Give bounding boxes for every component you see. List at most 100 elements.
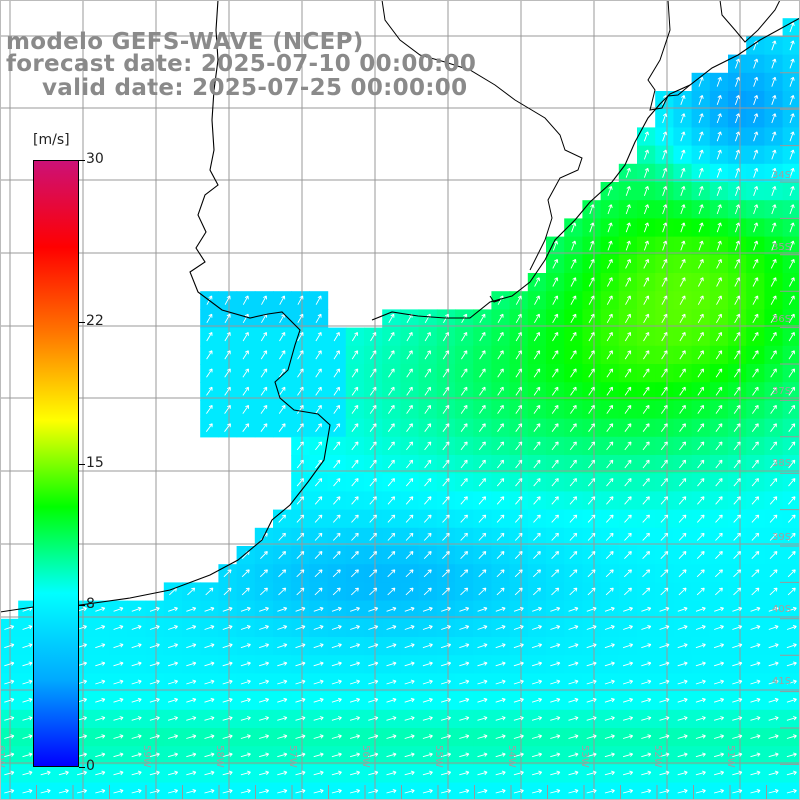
wind-arrow [734, 204, 741, 215]
wind-arrow [149, 661, 160, 667]
wind-arrow [422, 606, 433, 612]
wind-arrow [405, 478, 414, 487]
wind-arrow [224, 350, 231, 360]
wind-arrow [678, 587, 687, 596]
wind-arrow [680, 149, 686, 160]
wind-arrow [422, 679, 433, 685]
wind-arrow [550, 697, 561, 703]
wind-arrow [404, 643, 415, 649]
wind-arrow [587, 569, 596, 578]
wind-arrow [531, 752, 543, 758]
wind-arrow [350, 587, 359, 596]
wind-arrow [406, 404, 413, 414]
wind-arrow [278, 569, 287, 578]
wind-arrow [167, 661, 179, 667]
wind-arrow [606, 332, 613, 342]
wind-arrow [495, 788, 506, 794]
wind-arrow [296, 478, 304, 487]
wind-arrow [769, 551, 778, 560]
wind-arrow [206, 332, 213, 342]
wind-arrow [369, 404, 377, 414]
wind-arrow [660, 496, 669, 505]
wind-arrow [95, 788, 106, 794]
wind-arrow [697, 496, 705, 505]
wind-arrow [514, 569, 523, 578]
wind-arrow [588, 313, 595, 324]
wind-arrow [770, 295, 777, 305]
wind-arrow [313, 661, 324, 667]
wind-arrow [789, 186, 795, 196]
wind-arrow [459, 625, 470, 630]
wind-arrow [388, 332, 395, 342]
wind-arrow [440, 697, 452, 703]
wind-arrow [605, 551, 614, 560]
wind-arrow [533, 386, 541, 396]
wind-arrow [349, 752, 361, 758]
wind-arrow [715, 368, 723, 378]
wind-arrow [733, 423, 741, 432]
wind-arrow [277, 788, 288, 794]
wind-arrow [588, 368, 595, 378]
wind-arrow [149, 770, 160, 776]
wind-arrow [714, 587, 723, 596]
wind-arrow [497, 423, 504, 432]
wind-arrow [406, 350, 413, 360]
wind-arrow [789, 240, 795, 251]
wind-arrow [131, 606, 142, 612]
wind-arrow [588, 277, 595, 287]
wind-arrow [368, 679, 379, 685]
wind-arrow [277, 734, 288, 739]
wind-arrow [331, 788, 342, 794]
wind-arrow [551, 386, 559, 396]
wind-arrow [695, 606, 706, 612]
wind-arrow [440, 661, 452, 667]
wind-arrow [752, 332, 759, 342]
wind-arrow [770, 386, 777, 396]
wind-arrow [314, 569, 323, 578]
wind-arrow [715, 478, 723, 487]
wind-arrow [514, 532, 523, 541]
wind-arrow [278, 423, 286, 432]
wind-arrow [351, 386, 359, 396]
wind-arrow [605, 569, 614, 578]
wind-arrow [186, 643, 197, 649]
wind-arrow [531, 716, 543, 721]
wind-arrow [624, 551, 632, 560]
wind-arrow [697, 295, 704, 305]
wind-arrow [297, 350, 304, 360]
wind-arrow [734, 186, 741, 196]
wind-arrow [4, 770, 15, 776]
wind-arrow [388, 350, 395, 360]
wind-arrow [4, 625, 15, 630]
wind-arrow [387, 459, 395, 469]
wind-arrow [424, 441, 432, 451]
wind-arrow [370, 332, 377, 342]
wind-arrow [349, 697, 361, 703]
wind-arrow [222, 734, 233, 739]
longitude-label: 57W [287, 745, 298, 768]
wind-arrow [570, 386, 577, 396]
wind-arrow [369, 514, 377, 523]
wind-arrow [659, 679, 670, 685]
wind-arrow [496, 587, 505, 596]
wind-arrow [604, 697, 615, 703]
wind-arrow [713, 661, 725, 667]
wind-arrow [442, 532, 450, 541]
wind-arrow [625, 259, 631, 269]
wind-arrow [713, 716, 725, 721]
wind-speed-field [0, 18, 800, 800]
wind-arrow [131, 661, 142, 667]
wind-arrow [333, 441, 341, 451]
wind-arrow [513, 788, 524, 794]
wind-arrow [442, 551, 450, 560]
wind-arrow [788, 259, 795, 269]
wind-arrow [460, 587, 469, 596]
wind-arrow [387, 478, 395, 487]
wind-arrow [58, 770, 69, 776]
wind-arrow [404, 788, 415, 794]
wind-arrow [315, 423, 322, 432]
wind-arrow [369, 459, 377, 469]
wind-arrow [351, 441, 359, 451]
wind-arrow [604, 734, 615, 739]
wind-arrow [387, 514, 396, 523]
